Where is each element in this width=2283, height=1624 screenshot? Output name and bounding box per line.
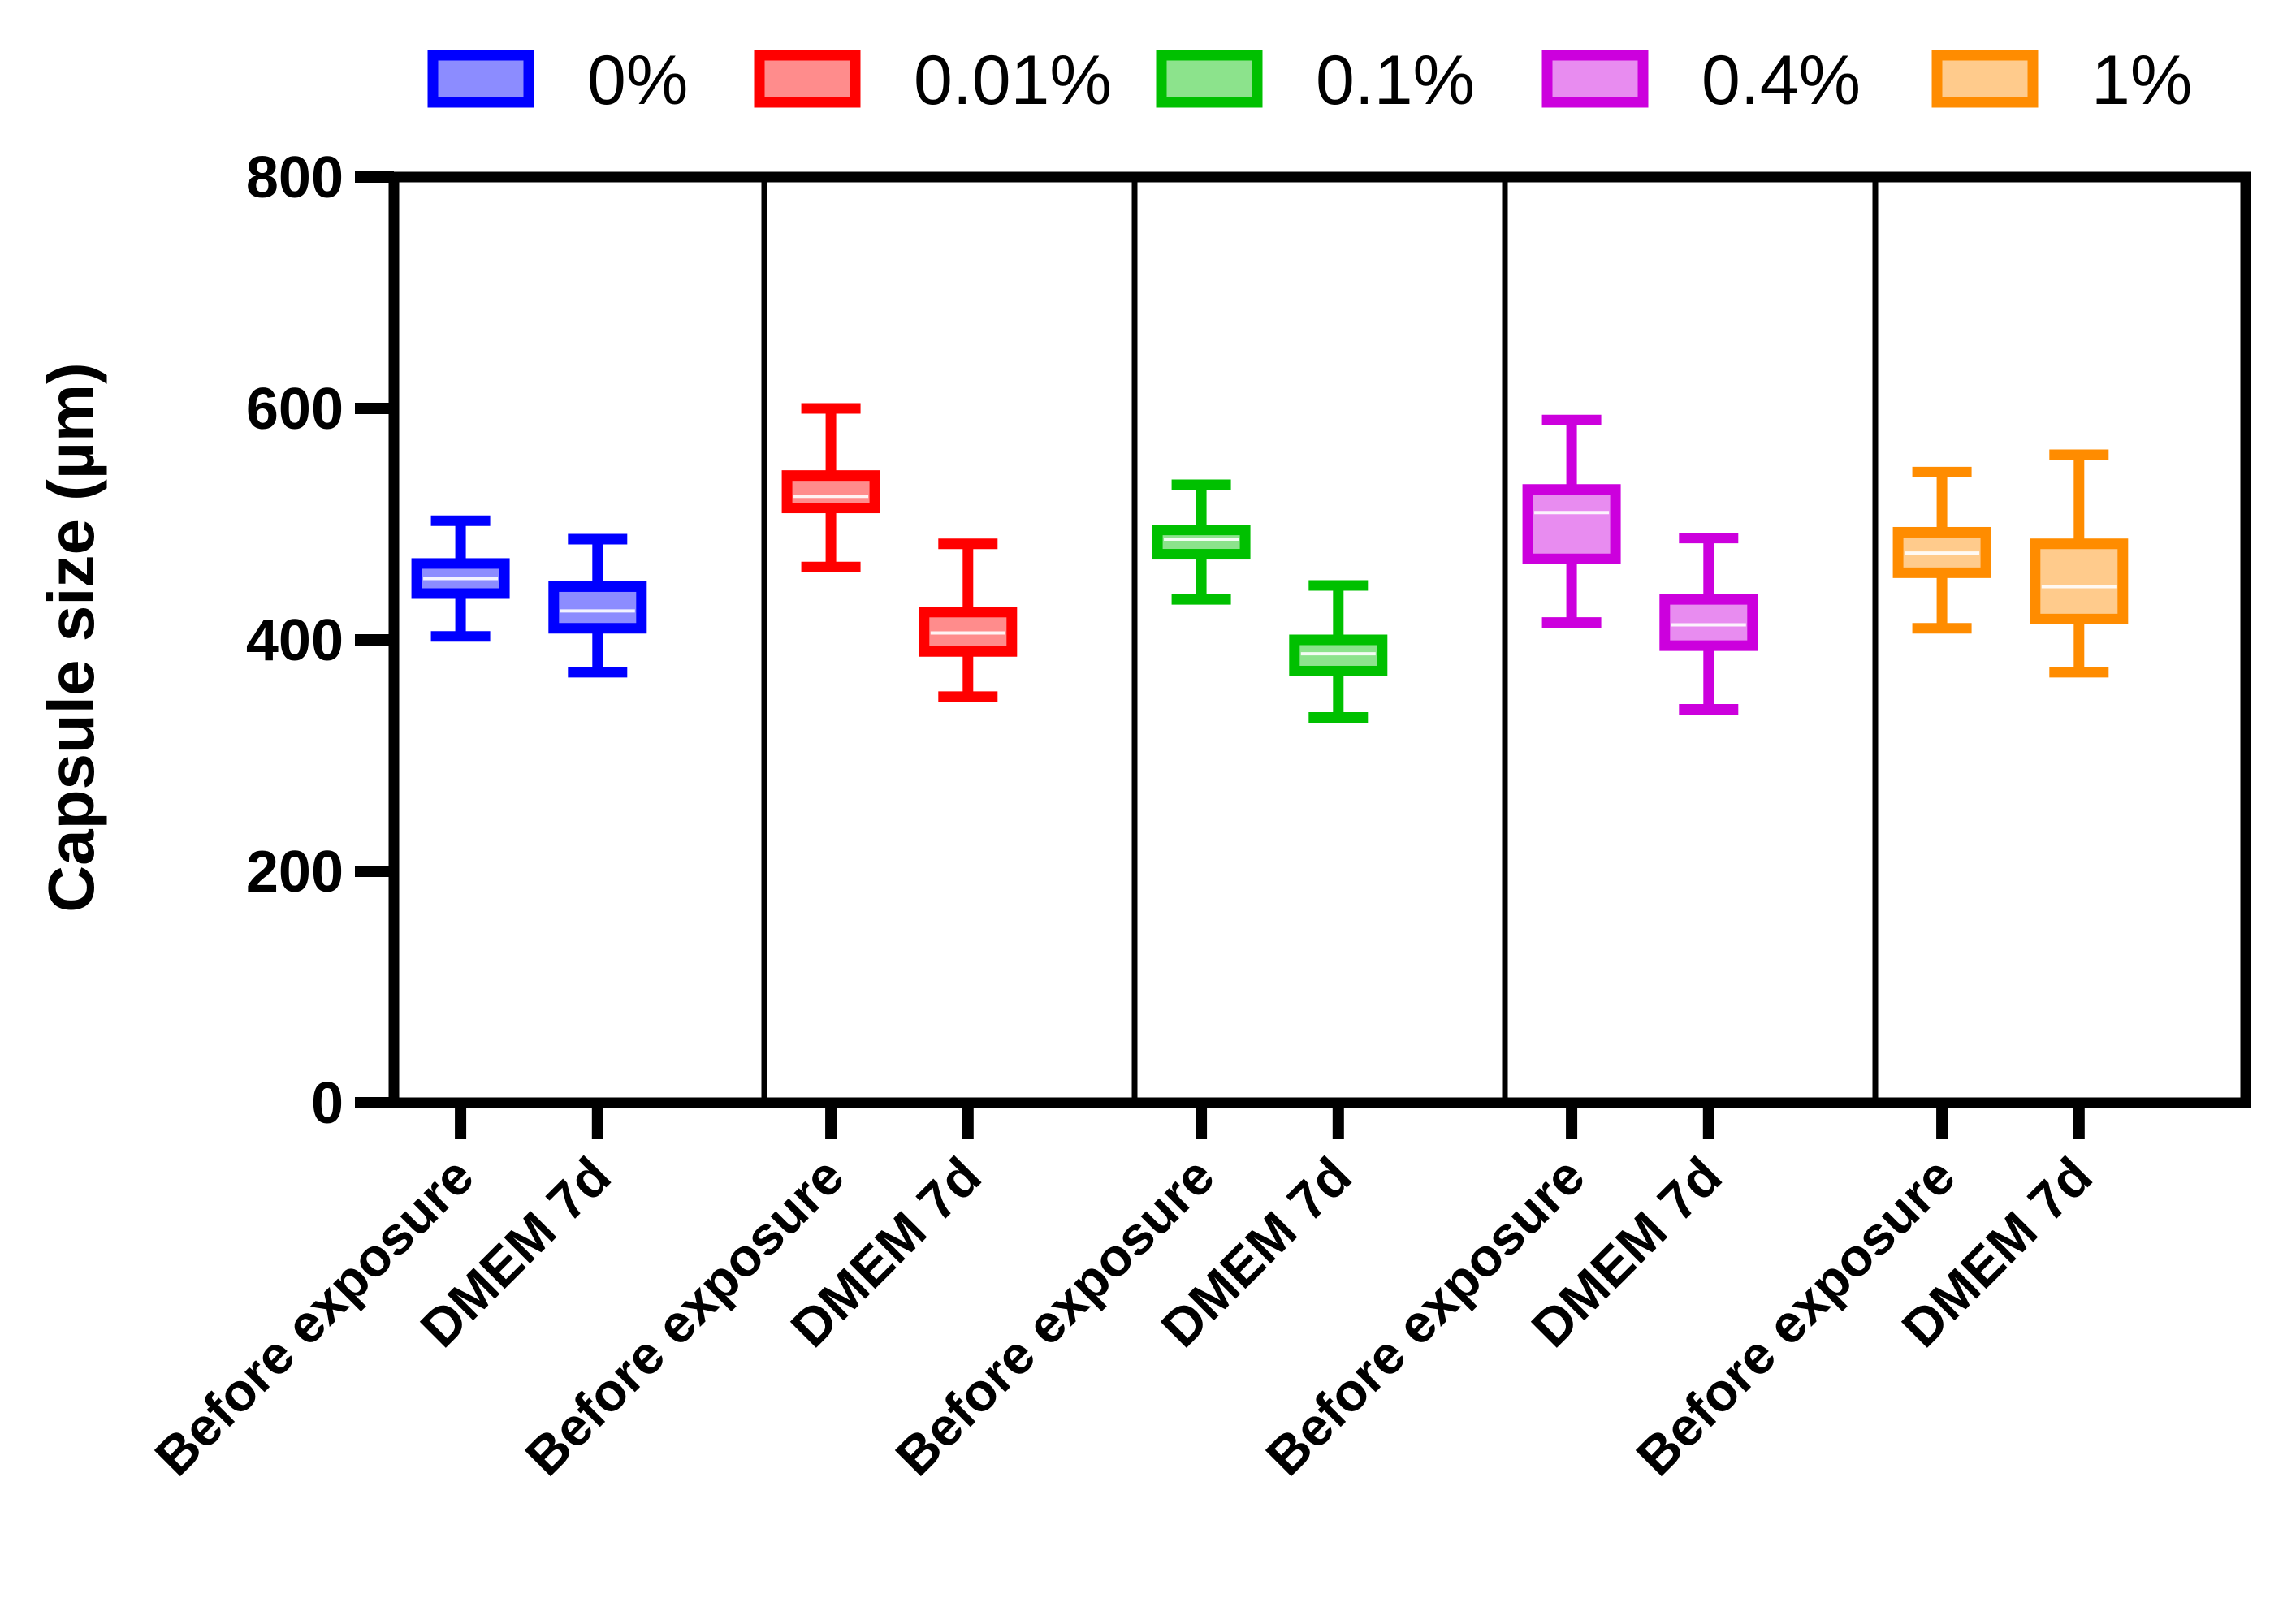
legend-swatch [1541, 50, 1649, 108]
legend-label: 0.4% [1701, 41, 1861, 119]
box-iqr [1289, 634, 1388, 676]
box-0.4%-before-exposure [1522, 414, 1621, 628]
box-0%-before-exposure [411, 515, 510, 642]
box-iqr [1659, 594, 1758, 651]
box-iqr [781, 470, 880, 514]
legend-item-0%: 0% [427, 41, 688, 119]
box-0.4%-dmem-7d [1659, 533, 1758, 715]
box-0.01%-before-exposure [781, 403, 880, 572]
legend-label: 0.1% [1316, 41, 1475, 119]
y-tick-label: 800 [246, 145, 344, 210]
y-tick-label: 400 [246, 608, 344, 673]
box-1%-dmem-7d [2030, 449, 2129, 678]
y-tick-label: 600 [246, 377, 344, 442]
boxes [411, 403, 2129, 723]
box-iqr [1152, 525, 1251, 560]
y-axis: 0 200 400 600 800 [246, 145, 394, 1136]
legend-item-0.01%: 0.01% [754, 41, 1112, 119]
y-tick-label: 200 [246, 840, 344, 905]
box-0.1%-before-exposure [1152, 479, 1251, 605]
legend-label: 1% [2091, 41, 2192, 119]
y-axis-label: Capsule size (µm) [35, 362, 107, 912]
legend-item-0.1%: 0.1% [1156, 41, 1475, 119]
legend-item-0.4%: 0.4% [1541, 41, 1861, 119]
box-iqr [1522, 484, 1621, 564]
legend-swatch [1156, 50, 1263, 108]
box-1%-before-exposure [1892, 466, 1991, 634]
legend: 0% 0.01% 0.1% 0.4% 1% [427, 41, 2192, 119]
legend-item-1%: 1% [1931, 41, 2192, 119]
legend-swatch [427, 50, 534, 108]
box-0.1%-dmem-7d [1289, 580, 1388, 723]
box-iqr [548, 581, 647, 634]
box-0.01%-dmem-7d [919, 538, 1018, 702]
legend-swatch [754, 50, 861, 108]
legend-label: 0% [587, 41, 688, 119]
legend-swatch [1931, 50, 2039, 108]
box-0%-dmem-7d [548, 533, 647, 678]
y-tick-label: 0 [311, 1071, 344, 1136]
legend-label: 0.01% [914, 41, 1112, 119]
box-iqr [2030, 538, 2129, 624]
group-dividers [761, 177, 1879, 1103]
